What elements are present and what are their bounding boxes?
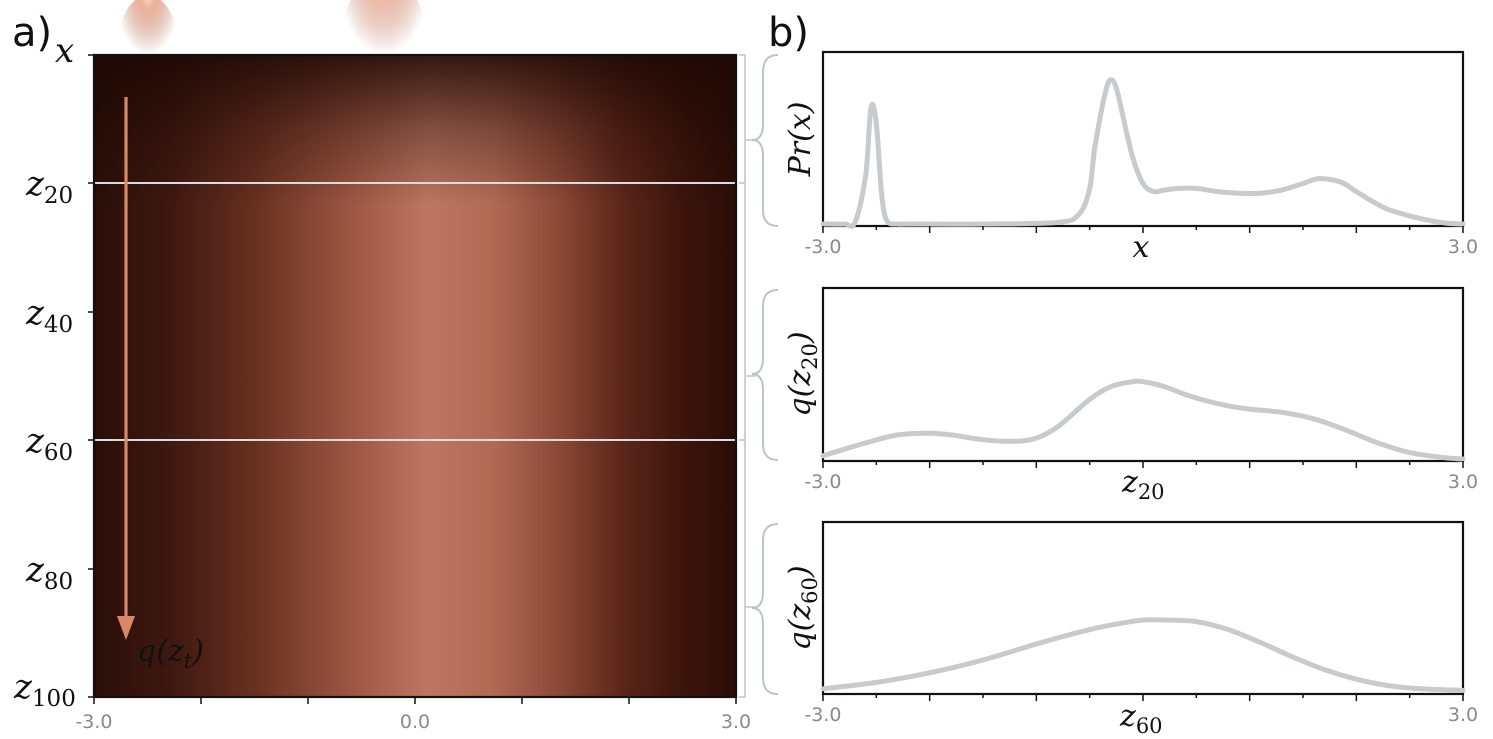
density-curve-x — [820, 77, 1466, 229]
row-label-z20: z20 — [25, 164, 73, 209]
density-xlabel-z60: z60 — [1119, 699, 1163, 738]
row-label-z100: z100 — [13, 667, 76, 712]
density-frame-z60 — [821, 520, 1465, 696]
density-x-ticks-z60 — [822, 694, 1464, 701]
brace-panel-x — [751, 54, 779, 227]
density-x-tick-min-x: -3.0 — [804, 236, 841, 258]
heatmap-x-tick-label-mid: 0.0 — [400, 711, 430, 733]
density-x-tick-min-z20: -3.0 — [804, 471, 841, 493]
density-x-tick-max-z60: 3.0 — [1448, 704, 1478, 726]
density-xlabel-z20: z20 — [1121, 465, 1165, 504]
connector-x-row — [739, 54, 756, 184]
density-panel-z20: -3.0 3.0 z20 q(z20) — [783, 286, 1478, 504]
density-x-tick-max-x: 3.0 — [1448, 236, 1478, 258]
heatmap-x-tick-label-max: 3.0 — [721, 711, 751, 733]
density-panel-z60: -3.0 3.0 z60 q(z60) — [783, 520, 1478, 738]
panel-b-label: b) — [768, 10, 809, 56]
brace-panel-z60 — [751, 523, 779, 695]
heatmap-x-tick-label-min: -3.0 — [75, 711, 112, 733]
density-panel-x: -3.0 3.0 x Pr(x) — [783, 50, 1478, 265]
row-label-z40: z40 — [25, 293, 73, 338]
heatmap-early-mode-center — [338, 0, 430, 135]
row-label-z60: z60 — [25, 421, 73, 466]
density-ylabel-x: Pr(x) — [783, 102, 818, 178]
density-ylabel-z20: q(z20) — [783, 331, 822, 416]
density-xlabel-x: x — [1133, 230, 1150, 265]
density-x-ticks-x — [822, 226, 1464, 233]
panel-a-label: a) — [12, 10, 52, 56]
density-x-tick-min-z60: -3.0 — [804, 704, 841, 726]
density-x-tick-max-z20: 3.0 — [1448, 471, 1478, 493]
heatmap-early-mode-left — [116, 0, 180, 115]
connector-z20-row — [739, 182, 756, 441]
heatmap-panel: x z20 z40 z60 z80 z100 -3.0 0.0 3.0 q(zt… — [13, 0, 751, 733]
brace-panel-z20 — [751, 289, 779, 461]
row-connectors — [739, 54, 756, 698]
density-ylabel-z60: q(z60) — [783, 565, 822, 650]
heatmap-x-ticks — [93, 697, 737, 704]
heatmap-row-labels: z20 z40 z60 z80 z100 — [13, 164, 76, 712]
row-label-z80: z80 — [25, 550, 73, 595]
time-arrow-label: q(zt) — [137, 634, 204, 673]
density-curve-z20 — [820, 378, 1466, 462]
connector-z60-row — [739, 439, 756, 698]
panel-braces — [751, 54, 779, 695]
heatmap-x-var-label: x — [55, 31, 74, 71]
density-curve-z60 — [820, 617, 1466, 693]
time-arrow-head — [117, 616, 135, 640]
heatmap-y-ticks — [88, 54, 94, 698]
density-x-ticks-z20 — [822, 461, 1464, 468]
